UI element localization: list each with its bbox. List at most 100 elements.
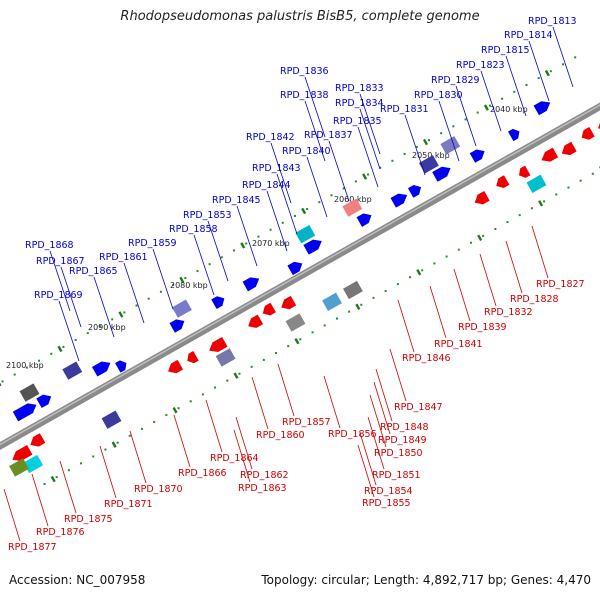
gene-label[interactable]: RPD_1856 — [328, 429, 377, 440]
gene-label[interactable]: RPD_1815 — [481, 45, 530, 56]
topology-text: Topology: circular; Length: 4,892,717 bp… — [261, 573, 591, 587]
gene-label[interactable]: RPD_1828 — [510, 294, 559, 305]
gene-arrow[interactable] — [185, 351, 199, 365]
gene-label[interactable]: RPD_1845 — [212, 195, 261, 206]
gene-feature[interactable] — [285, 313, 306, 332]
gene-arrow[interactable] — [287, 259, 305, 276]
gene-arrow[interactable] — [169, 316, 187, 333]
gene-label[interactable]: RPD_1829 — [431, 75, 480, 86]
gene-label[interactable]: RPD_1858 — [169, 224, 218, 235]
gene-arrow[interactable] — [36, 392, 54, 409]
gene-label[interactable]: RPD_1869 — [34, 290, 83, 301]
gene-label[interactable]: RPD_1844 — [242, 180, 291, 191]
gene-label[interactable]: RPD_1823 — [456, 60, 505, 71]
gene-label[interactable]: RPD_1851 — [372, 470, 421, 481]
gene-arrow[interactable] — [246, 314, 264, 331]
gene-feature[interactable] — [9, 458, 29, 477]
gene-label[interactable]: RPD_1853 — [183, 210, 232, 221]
gene-label[interactable]: RPD_1868 — [25, 240, 74, 251]
gene-label[interactable]: RPD_1849 — [378, 435, 427, 446]
gene-label[interactable]: RPD_1847 — [394, 402, 443, 413]
gene-label[interactable]: RPD_1846 — [402, 353, 451, 364]
gene-feature[interactable] — [101, 410, 122, 429]
gene-feature[interactable] — [418, 155, 439, 174]
gene-label[interactable]: RPD_1871 — [104, 499, 153, 510]
gene-label[interactable]: RPD_1854 — [364, 486, 413, 497]
gene-label[interactable]: RPD_1831 — [380, 104, 429, 115]
gene-feature[interactable] — [19, 383, 40, 402]
gene-label[interactable]: RPD_1866 — [178, 468, 227, 479]
gene-arrow[interactable] — [533, 98, 553, 116]
gene-arrow[interactable] — [432, 163, 453, 182]
gene-label[interactable]: RPD_1833 — [335, 83, 384, 94]
gene-arrow[interactable] — [211, 294, 227, 310]
gene-arrow[interactable] — [595, 116, 600, 133]
gene-label[interactable]: RPD_1842 — [246, 132, 295, 143]
gene-label[interactable]: RPD_1827 — [536, 279, 585, 290]
gene-label[interactable]: RPD_1850 — [374, 448, 423, 459]
gene-feature[interactable] — [440, 136, 461, 155]
gene-label[interactable]: RPD_1861 — [99, 252, 148, 263]
gene-label[interactable]: RPD_1830 — [414, 90, 463, 101]
gene-arrow[interactable] — [303, 236, 324, 255]
gene-label[interactable]: RPD_1843 — [252, 163, 301, 174]
gene-arrow[interactable] — [260, 302, 276, 318]
gene-arrow[interactable] — [516, 165, 531, 180]
gene-feature[interactable] — [322, 292, 342, 311]
gene-arrow[interactable] — [508, 127, 522, 142]
gene-arrow[interactable] — [494, 175, 510, 190]
gene-label[interactable]: RPD_1867 — [36, 256, 85, 267]
gene-arrow[interactable] — [472, 191, 490, 207]
gene-label[interactable]: RPD_1848 — [380, 422, 429, 433]
gene-arrow[interactable] — [579, 126, 595, 142]
gene-arrow[interactable] — [115, 358, 129, 373]
gene-arrow[interactable] — [12, 400, 39, 422]
gene-label[interactable]: RPD_1876 — [36, 527, 85, 538]
gene-label[interactable]: RPD_1813 — [528, 16, 577, 27]
gene-arrow[interactable] — [390, 190, 410, 208]
gene-feature[interactable] — [62, 361, 83, 380]
gene-arrow[interactable] — [356, 210, 375, 227]
gene-label[interactable]: RPD_1863 — [238, 483, 287, 494]
gene-arrow[interactable] — [279, 295, 297, 312]
gene-label[interactable]: RPD_1836 — [280, 66, 329, 77]
scale-label: 2050 kbp — [412, 151, 450, 160]
gene-label[interactable]: RPD_1840 — [282, 146, 331, 157]
gene-label[interactable]: RPD_1814 — [504, 30, 553, 41]
gene-arrow[interactable] — [469, 146, 488, 163]
gene-label[interactable]: RPD_1859 — [128, 238, 177, 249]
gene-feature[interactable] — [343, 280, 363, 300]
gene-arrow[interactable] — [28, 433, 46, 449]
gene-label[interactable]: RPD_1835 — [333, 116, 382, 127]
gene-label[interactable]: RPD_1841 — [434, 339, 483, 350]
gene-label[interactable]: RPD_1839 — [458, 322, 507, 333]
gene-label[interactable]: RPD_1862 — [240, 470, 289, 481]
gene-arrow[interactable] — [407, 182, 424, 198]
gene-arrow[interactable] — [92, 358, 113, 377]
gene-label[interactable]: RPD_1865 — [69, 266, 118, 277]
gene-feature[interactable] — [172, 299, 192, 318]
gene-feature[interactable] — [526, 174, 547, 194]
gene-label[interactable]: RPD_1834 — [335, 98, 384, 109]
gene-feature[interactable] — [342, 198, 363, 217]
gene-label[interactable]: RPD_1837 — [304, 130, 353, 141]
gene-label[interactable]: RPD_1832 — [484, 307, 533, 318]
gene-label[interactable]: RPD_1855 — [362, 498, 411, 509]
gene-label[interactable]: RPD_1864 — [210, 453, 259, 464]
gene-label[interactable]: RPD_1857 — [282, 417, 331, 428]
gene-arrow[interactable] — [559, 141, 577, 158]
gene-feature[interactable] — [295, 225, 316, 244]
gene-arrow[interactable] — [539, 147, 559, 165]
genome-title: Rhodopseudomonas palustris BisB5, comple… — [120, 9, 480, 24]
gene-feature[interactable] — [215, 348, 236, 367]
gene-label[interactable]: RPD_1877 — [8, 542, 57, 553]
gene-label[interactable]: RPD_1838 — [280, 90, 329, 101]
gene-label[interactable]: RPD_1875 — [64, 514, 113, 525]
gene-arrow[interactable] — [165, 359, 184, 376]
gene-label[interactable]: RPD_1860 — [256, 430, 305, 441]
gene-label[interactable]: RPD_1870 — [134, 484, 183, 495]
gene-arrow[interactable] — [206, 336, 228, 355]
gene-arrow[interactable] — [10, 445, 33, 464]
gene-arrow[interactable] — [242, 274, 262, 292]
